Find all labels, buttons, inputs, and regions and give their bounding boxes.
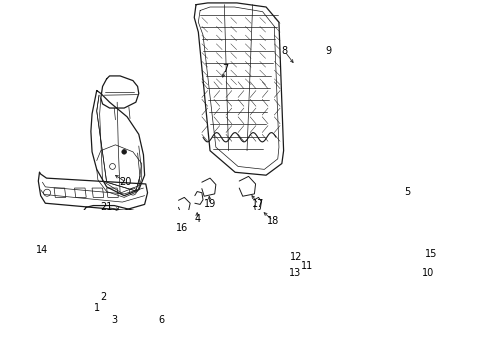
Text: 12: 12 [290, 252, 302, 262]
Text: 16: 16 [176, 223, 188, 233]
Text: 1: 1 [94, 303, 100, 313]
Text: 17: 17 [252, 199, 264, 210]
Text: 20: 20 [120, 177, 132, 187]
Text: 11: 11 [300, 261, 312, 271]
Text: 15: 15 [424, 249, 436, 259]
Text: 4: 4 [194, 214, 200, 224]
Text: 10: 10 [421, 268, 433, 278]
Text: 8: 8 [281, 46, 287, 57]
Text: 5: 5 [404, 186, 410, 197]
Text: 18: 18 [266, 216, 279, 226]
Text: 7: 7 [222, 64, 228, 74]
Text: 14: 14 [36, 245, 48, 255]
Text: 13: 13 [288, 268, 301, 278]
Text: 19: 19 [203, 199, 216, 210]
Text: 9: 9 [325, 46, 331, 57]
Text: 3: 3 [111, 315, 117, 325]
Circle shape [122, 149, 126, 154]
Text: 6: 6 [158, 315, 163, 325]
Text: 21: 21 [100, 202, 113, 212]
Text: 2: 2 [101, 292, 107, 302]
